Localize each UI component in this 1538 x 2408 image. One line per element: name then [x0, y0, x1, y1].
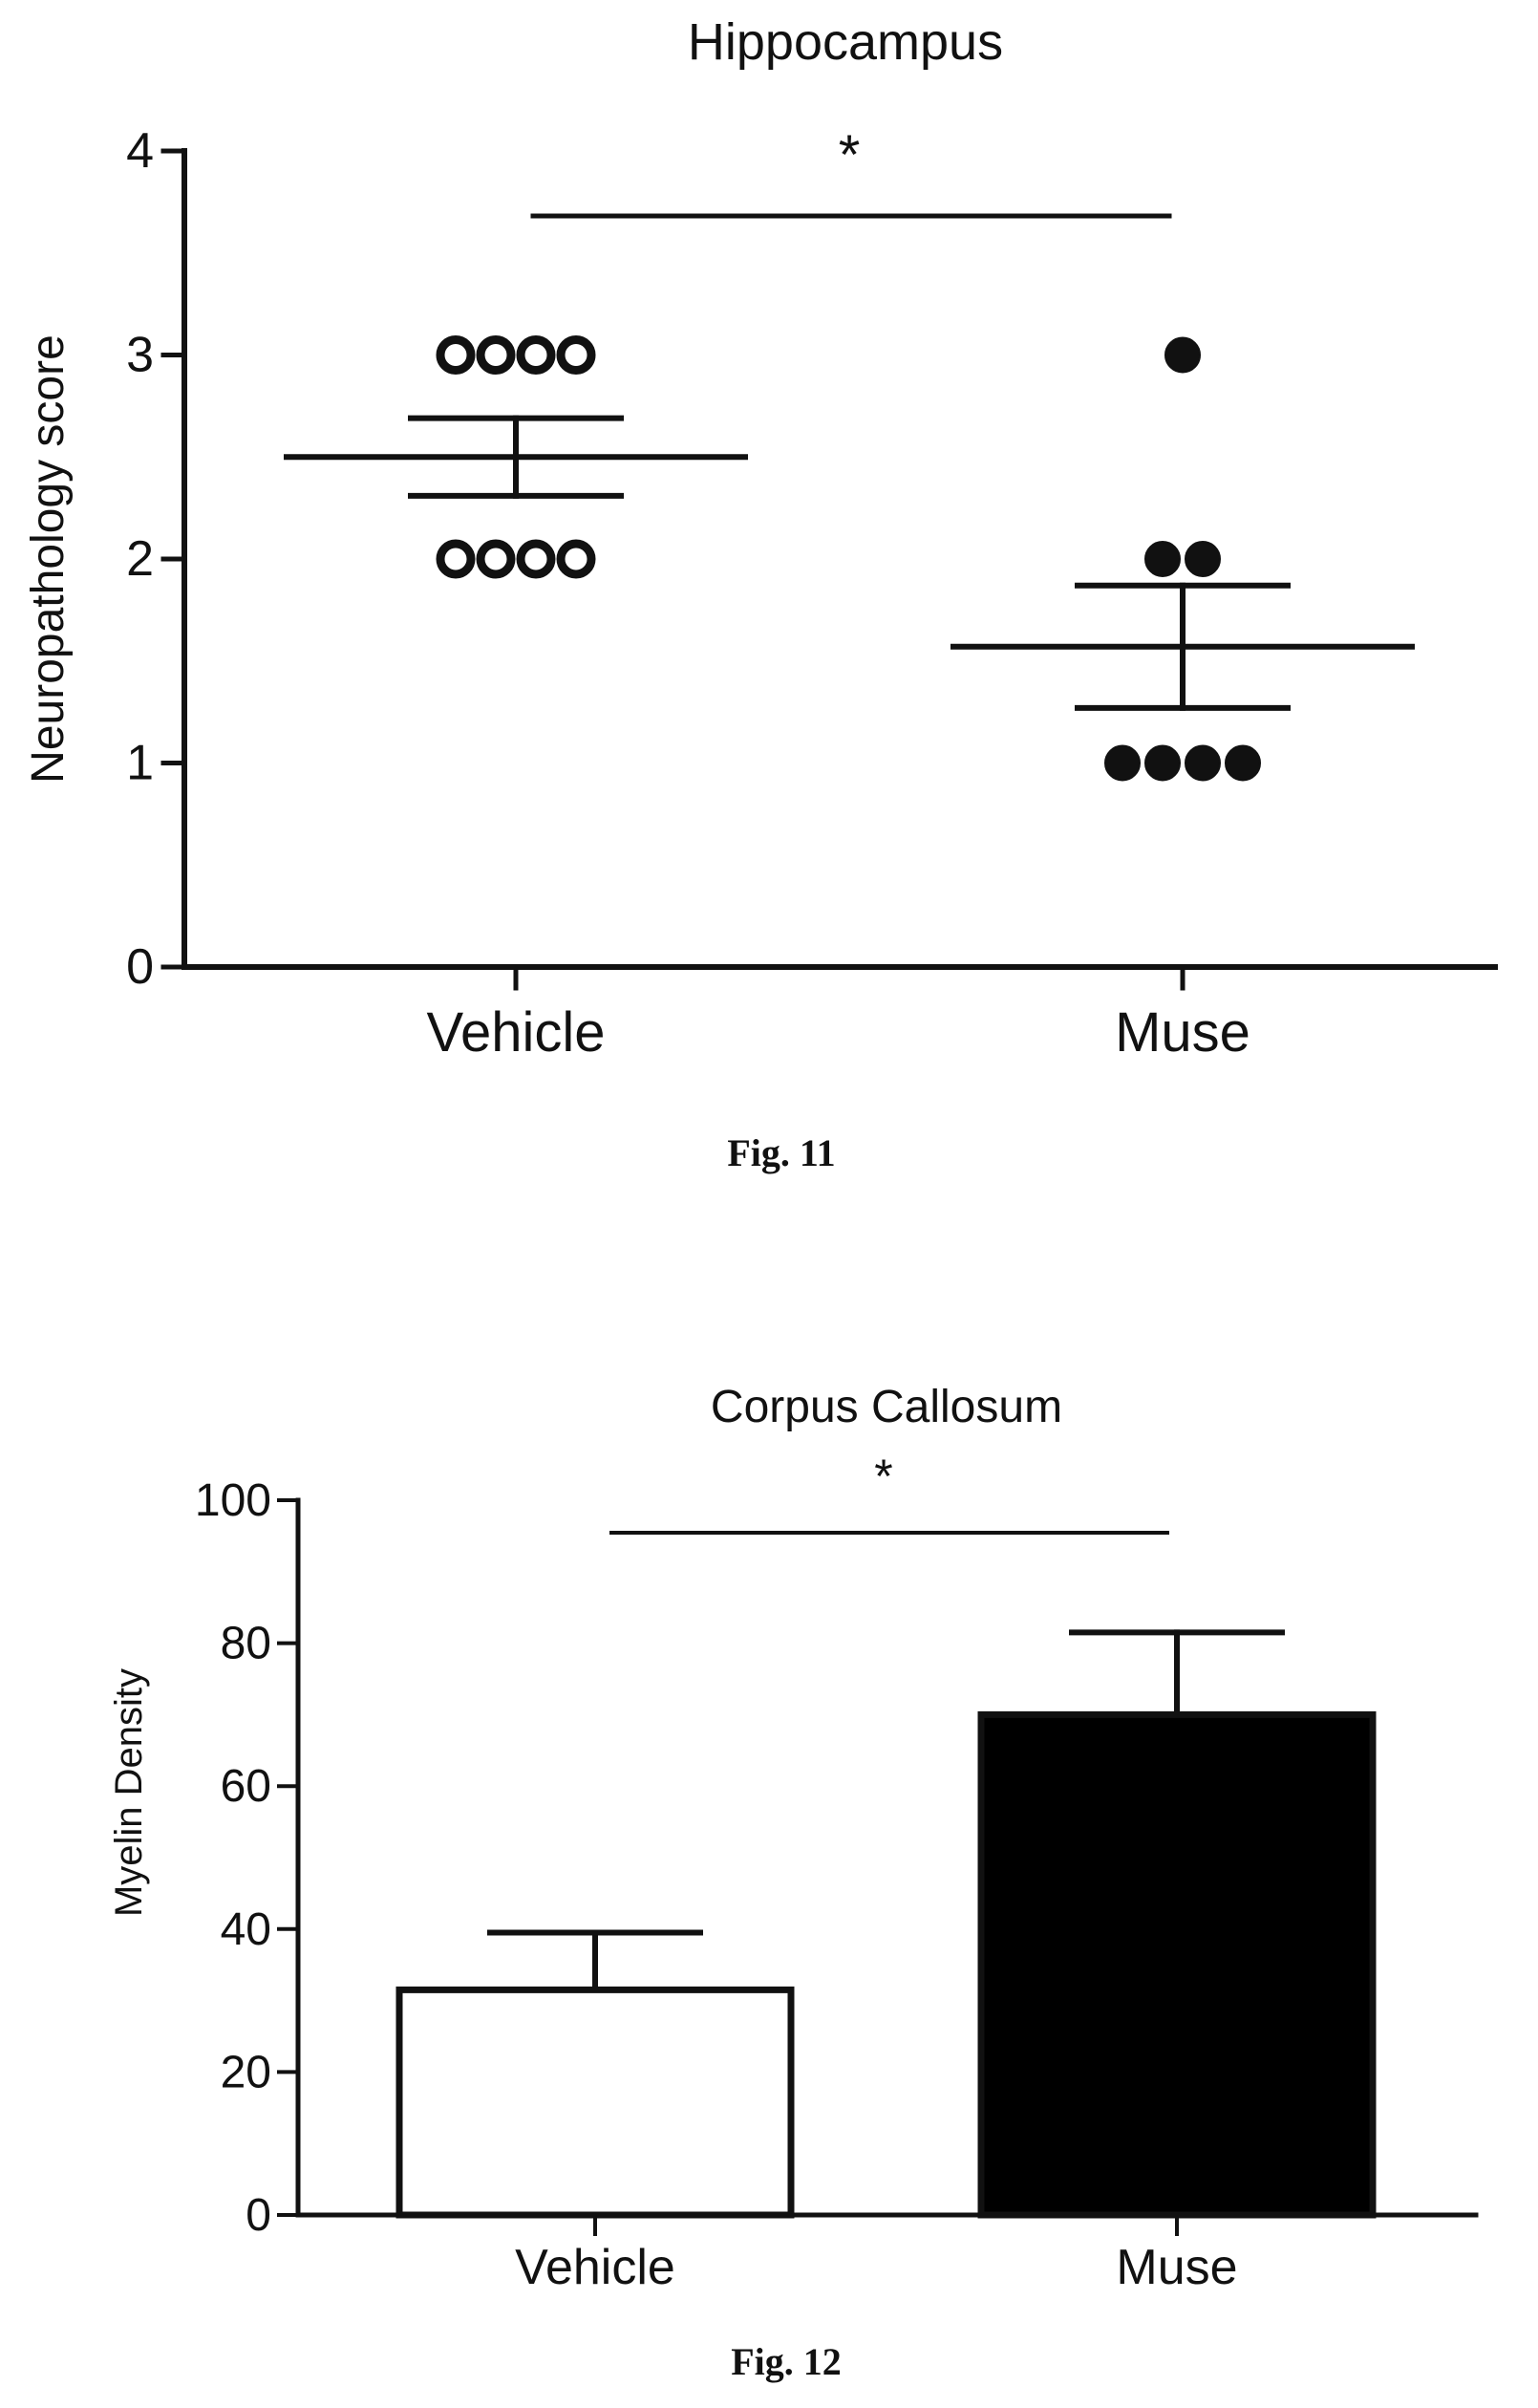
chart1-y-ticks: 0 1 2 3 4 [126, 123, 187, 995]
chart1-data-point [1185, 744, 1221, 782]
chart1-data-point [1185, 541, 1221, 577]
chart1-data-point [436, 335, 476, 375]
chart1-y-tick-label: 2 [126, 531, 154, 587]
chart2-categories: Vehicle Muse [515, 2213, 1238, 2295]
chart1-data-point [476, 539, 516, 579]
chart1-data-point [516, 539, 556, 579]
chart1-y-tick-label: 0 [126, 939, 154, 995]
chart1-x-tick-label: Vehicle [426, 1001, 605, 1064]
chart1-y-tick-label: 4 [126, 123, 154, 179]
chart2-x-tick-label: Muse [1116, 2240, 1237, 2295]
chart1-data-point [1104, 744, 1141, 782]
chart2-y-ticks: 0 20 40 60 80 100 [195, 1475, 300, 2241]
chart1-data-point [556, 539, 596, 579]
chart1-y-tick-label: 1 [126, 736, 154, 791]
chart1-data-point [1225, 744, 1261, 782]
chart1-mean-sem [284, 415, 1415, 711]
chart2-y-tick-label: 60 [221, 1761, 271, 1812]
hippocampus-chart: Hippocampus Neuropathology score 0 1 2 3 4 V… [23, 13, 1498, 1174]
chart1-y-axis-label: Neuropathology score [23, 334, 74, 784]
chart1-data-point [436, 539, 476, 579]
chart1-points [436, 335, 1261, 782]
chart1-categories: Vehicle Muse [426, 964, 1250, 1064]
chart1-data-point [1144, 541, 1181, 577]
chart2-y-tick-label: 0 [246, 2190, 271, 2241]
chart2-significance-star: * [874, 1450, 892, 1503]
chart1-x-tick-label: Muse [1115, 1001, 1250, 1064]
fig12-caption: Fig. 12 [731, 2340, 842, 2383]
chart2-y-tick-label: 100 [195, 1475, 271, 1526]
chart2-y-tick-label: 80 [221, 1619, 271, 1669]
chart1-significance: * [530, 124, 1172, 219]
chart1-significance-star: * [839, 124, 861, 186]
chart2-bar-muse [977, 1710, 1377, 2219]
chart1-title: Hippocampus [688, 13, 1003, 71]
chart2-bars [395, 1629, 1377, 2219]
chart2-title: Corpus Callosum [711, 1382, 1062, 1432]
chart2-y-axis-label: Myelin Density [108, 1668, 150, 1917]
chart2-y-tick-label: 40 [221, 1904, 271, 1955]
chart2-y-tick-label: 20 [221, 2047, 271, 2097]
chart1-data-point [516, 335, 556, 375]
chart1-data-point [476, 335, 516, 375]
corpus-callosum-chart: Corpus Callosum Myelin Density 0 20 40 60 80… [108, 1382, 1479, 2383]
chart1-axes [182, 148, 1498, 970]
chart2-bar-vehicle [395, 1986, 795, 2219]
fig11-caption: Fig. 11 [727, 1131, 835, 1174]
chart2-x-tick-label: Vehicle [515, 2240, 675, 2295]
chart1-data-point [556, 335, 596, 375]
chart1-data-point [1144, 744, 1181, 782]
chart1-data-point [1164, 336, 1201, 374]
chart1-y-tick-label: 3 [126, 328, 154, 383]
chart2-significance: * [609, 1450, 1169, 1535]
